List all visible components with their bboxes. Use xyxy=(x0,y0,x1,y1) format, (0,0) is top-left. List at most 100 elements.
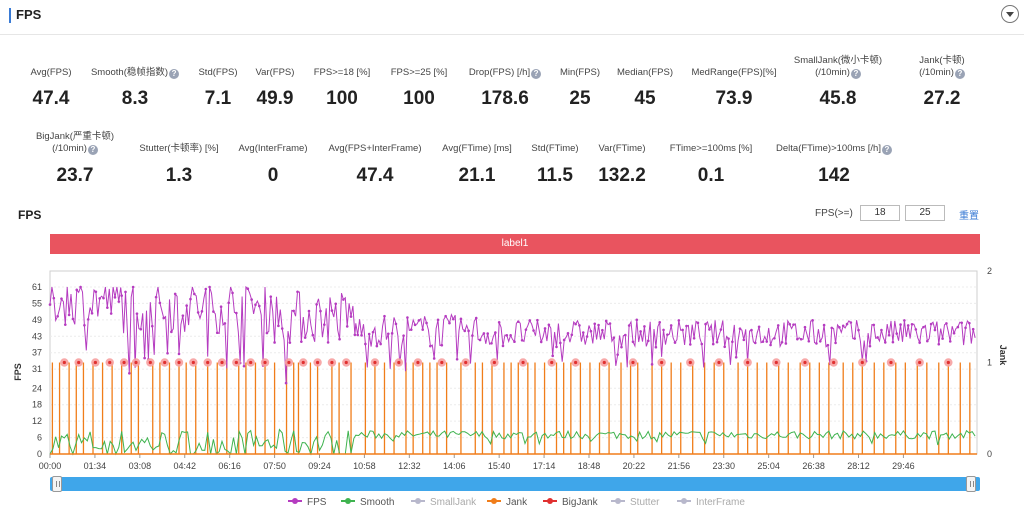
x-tick-label: 15:40 xyxy=(488,461,511,470)
fps-threshold-input-2[interactable]: 25 xyxy=(905,205,945,221)
metric-label: Smooth(稳帧指数)? xyxy=(75,67,195,79)
y2-tick-label: 1 xyxy=(987,358,992,368)
fps-point xyxy=(98,297,101,300)
fps-point xyxy=(52,296,56,300)
reset-button[interactable]: 重置 xyxy=(959,211,979,222)
fps-point xyxy=(868,344,872,348)
fps-point xyxy=(223,322,227,325)
bigjank-marker xyxy=(373,360,377,365)
legend-label: Jank xyxy=(506,497,528,508)
fps-point xyxy=(139,327,143,331)
fps-point xyxy=(899,323,902,326)
bigjank-marker xyxy=(464,360,468,365)
fps-point xyxy=(753,341,757,345)
header-accent-bar xyxy=(9,8,11,23)
metric-metrics_row2-0: BigJank(严重卡顿) (/10min)? 23.7 xyxy=(15,131,135,186)
help-icon[interactable]: ? xyxy=(169,69,180,79)
bigjank-marker xyxy=(206,360,210,365)
bigjank-marker xyxy=(315,360,320,365)
legend-item-fps[interactable]: FPS xyxy=(288,497,326,508)
help-icon[interactable]: ? xyxy=(954,69,965,79)
help-icon[interactable]: ? xyxy=(881,145,892,155)
fps-point xyxy=(845,322,849,326)
metric-label: BigJank(严重卡顿) (/10min)? xyxy=(35,131,115,155)
fps-point xyxy=(769,343,772,347)
slider-handle-end[interactable] xyxy=(966,476,976,492)
legend-item-smooth[interactable]: Smooth xyxy=(341,497,394,508)
legend-swatch xyxy=(288,498,302,504)
fps-point xyxy=(181,314,185,317)
fps-point xyxy=(773,336,776,340)
bigjank-marker xyxy=(134,360,138,365)
fps-point xyxy=(429,344,432,348)
fps-point xyxy=(193,292,196,296)
bigjank-marker xyxy=(746,360,750,365)
metric-value: 49.9 xyxy=(256,88,294,109)
y-tick-label: 55 xyxy=(32,298,42,308)
fps-point xyxy=(311,333,315,337)
legend-label: SmallJank xyxy=(430,497,477,508)
fps-point xyxy=(364,342,367,346)
fps-point xyxy=(624,333,627,337)
help-icon[interactable]: ? xyxy=(87,145,98,155)
metric-metrics_row1-5: FPS>=25 [%] 100 xyxy=(359,67,479,109)
fps-point xyxy=(494,331,497,334)
fps-point xyxy=(757,325,761,329)
bigjank-marker xyxy=(889,360,893,365)
metric-metrics_row1-2: Std(FPS) 7.1 xyxy=(158,67,278,109)
fps-point xyxy=(597,323,600,327)
bigjank-marker xyxy=(918,360,922,365)
fps-point xyxy=(788,322,791,326)
legend-item-bigjank[interactable]: BigJank xyxy=(543,497,598,508)
collapse-button[interactable] xyxy=(1001,5,1019,23)
fps-point xyxy=(162,316,166,320)
fps-point xyxy=(296,290,299,294)
fps-point xyxy=(601,328,604,332)
fps-point xyxy=(708,328,711,331)
legend-item-stutter[interactable]: Stutter xyxy=(611,497,659,508)
legend-item-jank[interactable]: Jank xyxy=(487,497,527,508)
fps-point xyxy=(566,331,570,335)
fps-point xyxy=(215,331,219,335)
fps-threshold-input-1[interactable]: 18 xyxy=(860,205,900,221)
legend-item-smalljank[interactable]: SmallJank xyxy=(411,497,476,508)
bigjank-marker xyxy=(301,360,305,365)
fps-point xyxy=(520,338,524,342)
fps-point xyxy=(200,310,204,313)
fps-point xyxy=(356,333,360,337)
fps-point xyxy=(650,363,654,366)
bigjank-marker xyxy=(177,360,181,365)
fps-point xyxy=(269,295,273,298)
label-bar[interactable]: label1 xyxy=(50,234,980,254)
time-range-slider[interactable] xyxy=(50,477,980,491)
help-icon[interactable]: ? xyxy=(850,69,861,79)
fps-point xyxy=(463,329,467,333)
legend-item-interframe[interactable]: InterFrame xyxy=(677,497,745,508)
fps-point xyxy=(177,352,181,356)
bigjank-marker xyxy=(602,360,606,365)
metric-value: 47.4 xyxy=(356,165,394,186)
fps-point xyxy=(750,328,753,332)
fps-point xyxy=(688,343,692,346)
panel-title: FPS xyxy=(16,7,42,22)
fps-point xyxy=(937,342,941,346)
metric-metrics_row1-3: Var(FPS) 49.9 xyxy=(215,67,335,109)
fps-point xyxy=(150,324,154,328)
y2-axis-label: Jank xyxy=(998,345,1008,367)
metric-value: 47.4 xyxy=(32,88,70,109)
fps-point xyxy=(685,324,688,328)
bigjank-marker xyxy=(148,360,152,365)
metric-value: 0.1 xyxy=(697,165,725,186)
fps-point xyxy=(528,319,532,322)
fps-point xyxy=(102,296,105,300)
fps-point xyxy=(616,353,619,356)
help-icon[interactable]: ? xyxy=(531,69,542,79)
fps-point xyxy=(63,323,67,326)
fps-point xyxy=(135,312,139,315)
fps-point xyxy=(204,287,208,291)
slider-handle-start[interactable] xyxy=(52,476,62,492)
fps-point xyxy=(173,292,177,296)
fps-point xyxy=(581,331,585,334)
bigjank-marker xyxy=(717,360,721,365)
